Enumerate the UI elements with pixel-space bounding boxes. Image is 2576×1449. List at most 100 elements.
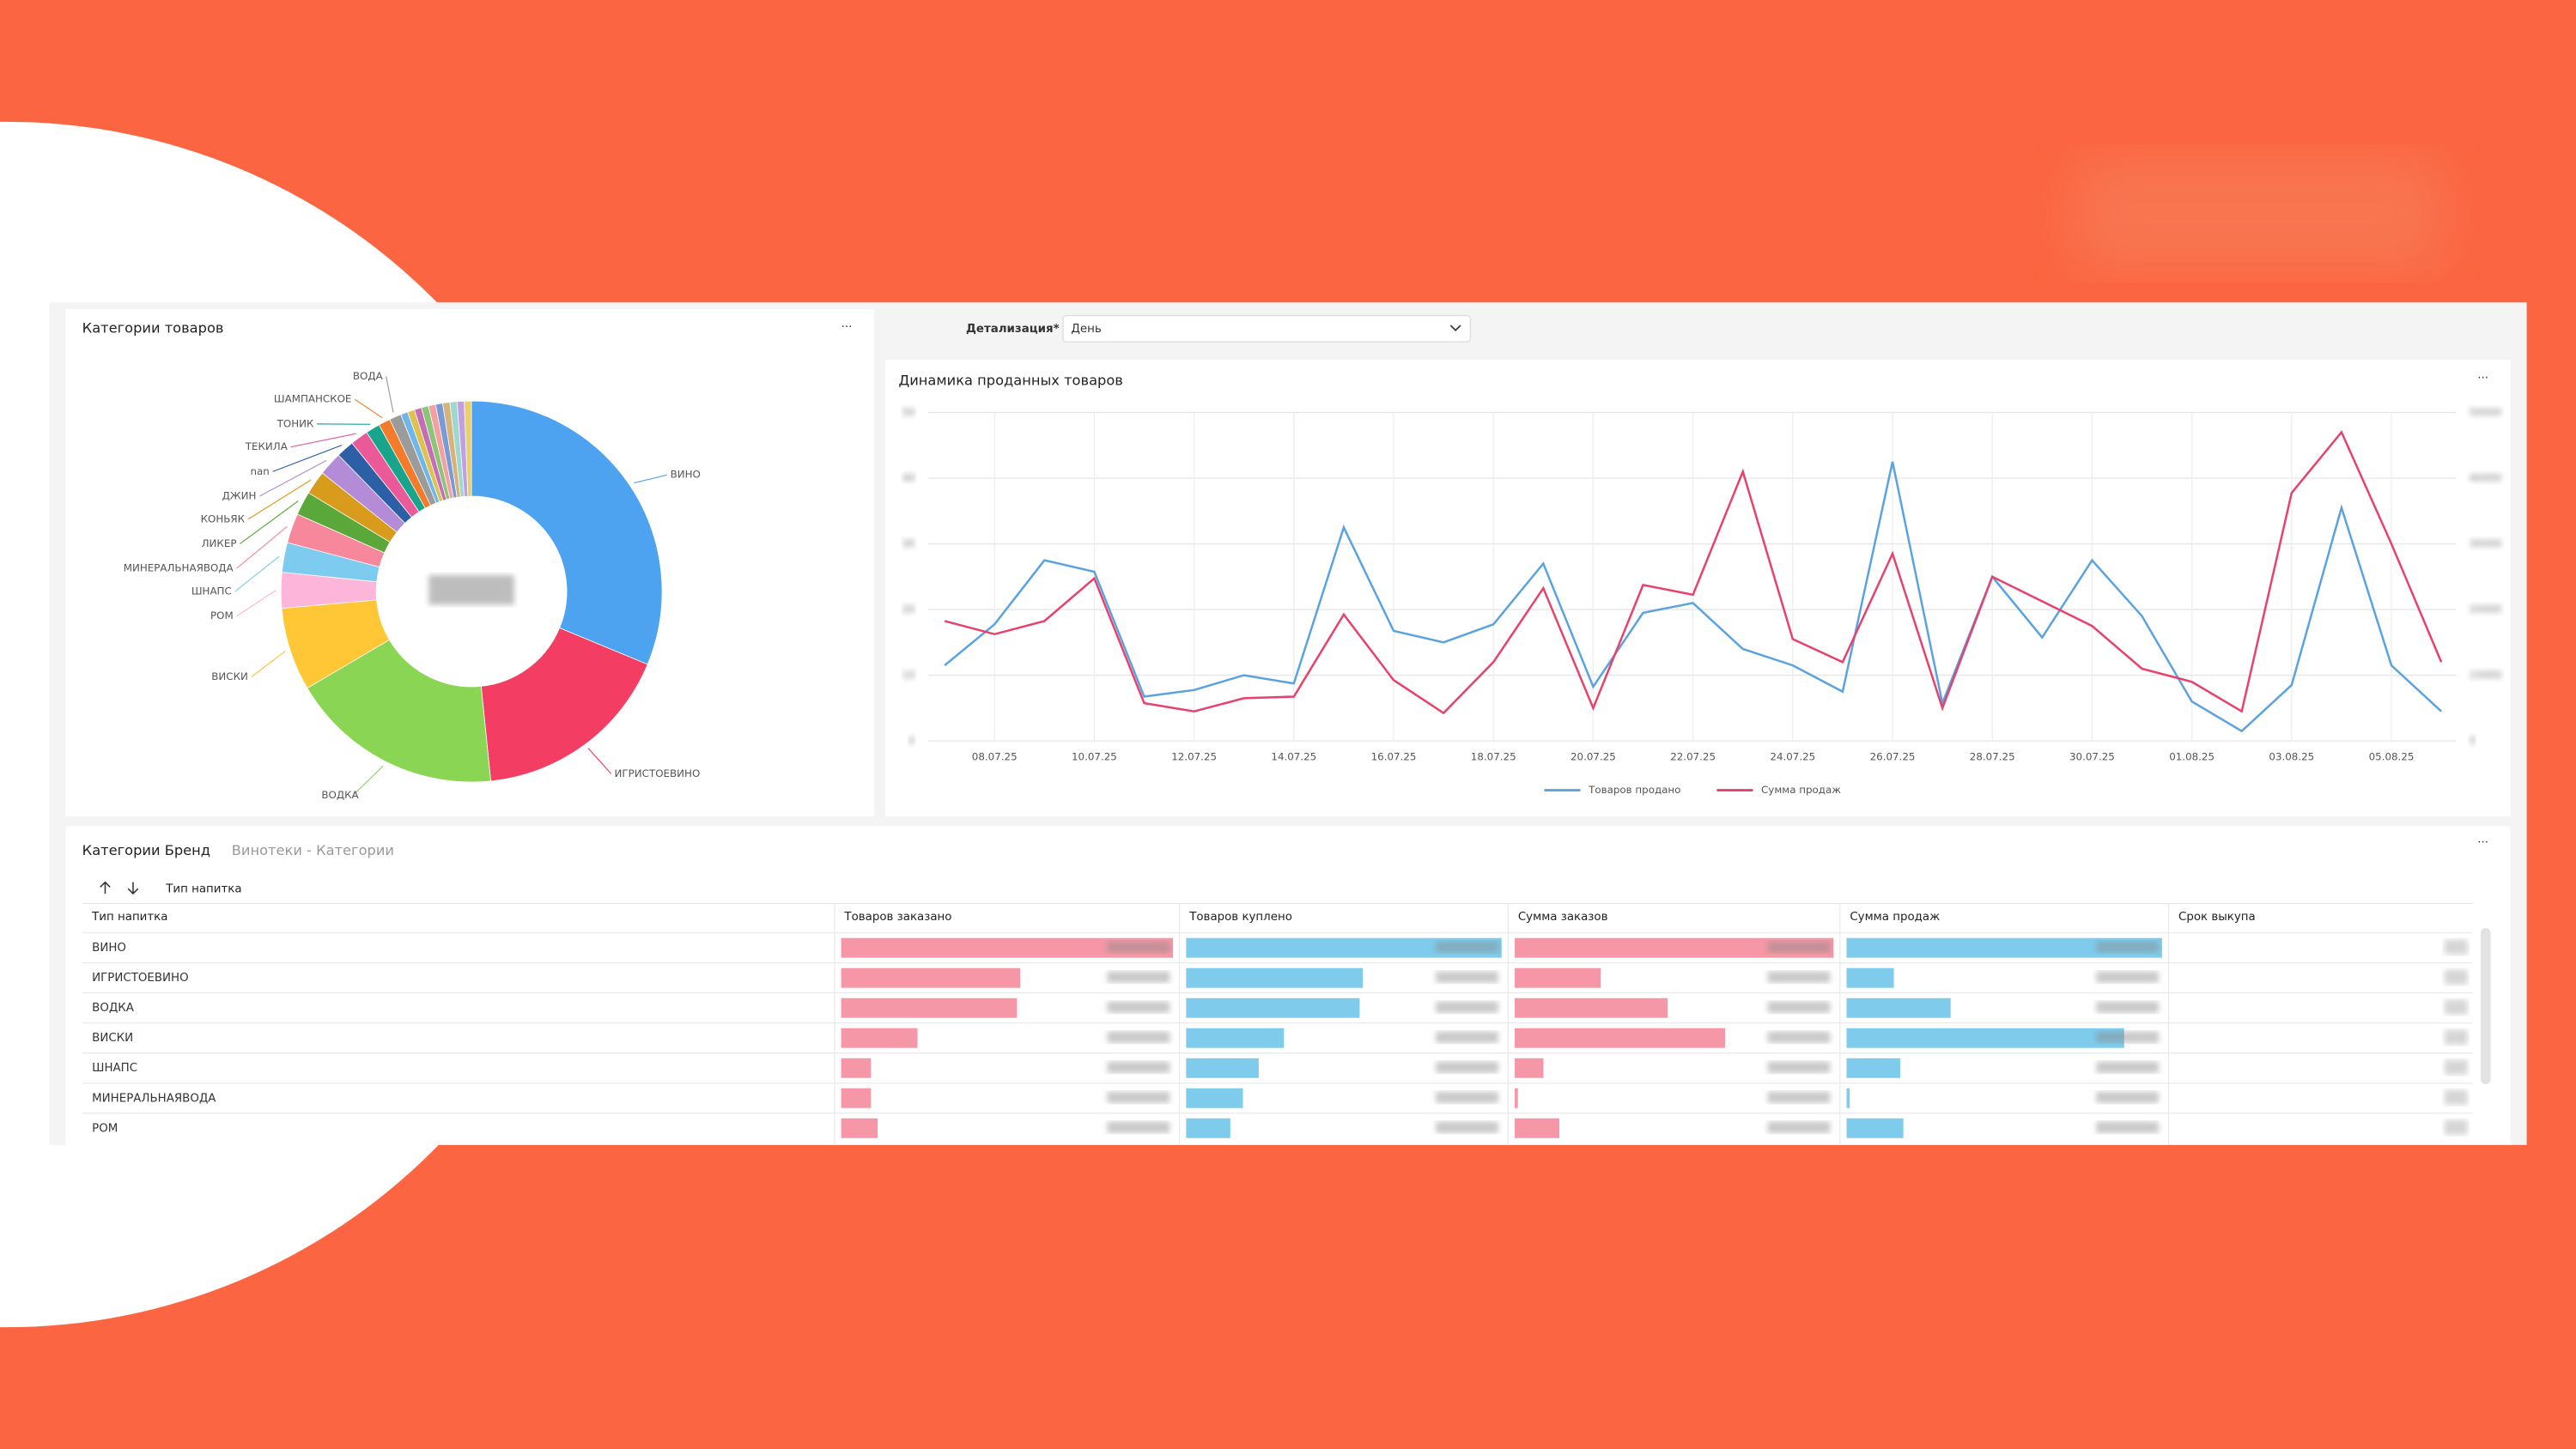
- leader-line: [386, 376, 394, 413]
- pie-label: nan: [250, 465, 269, 477]
- blurred-number: [1107, 1061, 1170, 1073]
- y-tick-label: 0: [908, 735, 915, 747]
- sort-icons[interactable]: [100, 881, 139, 895]
- table-bar: [1846, 937, 2162, 958]
- pie-label: ВОДА: [353, 370, 384, 382]
- leader-line: [239, 500, 299, 545]
- table-bar: [841, 1118, 878, 1138]
- pie-label: ВИНО: [671, 469, 701, 481]
- blurred-number: [2096, 1091, 2160, 1104]
- menu-icon[interactable]: ···: [2477, 372, 2488, 385]
- row-label: ШНАПС: [92, 1062, 137, 1075]
- table-bar: [1186, 1028, 1285, 1048]
- row-label: ВИНО: [92, 942, 126, 955]
- table-bar: [1515, 1088, 1518, 1108]
- column-header: Тип напитка: [91, 911, 167, 924]
- y2-tick-label: 30000: [2470, 537, 2502, 549]
- row-label: ВОДКА: [92, 1002, 135, 1015]
- x-tick-label: 16.07.25: [1371, 751, 1417, 763]
- menu-icon[interactable]: ···: [841, 321, 853, 334]
- table-bar: [1186, 1118, 1230, 1138]
- y2-tick-label: 10000: [2470, 669, 2502, 681]
- blurred-number: [1107, 941, 1170, 953]
- leader-line: [236, 590, 276, 617]
- y2-tick-label: 40000: [2470, 472, 2502, 484]
- table-tab[interactable]: Винотеки - Категории: [232, 842, 394, 858]
- table-bar: [841, 1058, 872, 1078]
- blurred-number: [2444, 1059, 2468, 1075]
- table-bar: [1186, 937, 1502, 958]
- pie-label: ШАМПАНСКОЕ: [274, 393, 352, 405]
- legend-label: Товаров продано: [1588, 784, 1680, 796]
- pie-label: ВОДКА: [321, 789, 359, 801]
- x-tick-label: 28.07.25: [1970, 751, 2015, 763]
- y2-tick-label: 50000: [2470, 406, 2502, 418]
- pie-slice: [471, 400, 663, 665]
- x-tick-label: 14.07.25: [1271, 751, 1316, 763]
- series-line: [944, 430, 2443, 715]
- pie-label: ДЖИН: [222, 490, 257, 502]
- filter-value[interactable]: День: [1071, 323, 1101, 336]
- y-tick-label: 40: [902, 472, 915, 484]
- blurred-number: [2096, 1061, 2160, 1073]
- pie-label: РОМ: [210, 609, 234, 621]
- x-tick-label: 22.07.25: [1670, 751, 1716, 763]
- blurred-number: [1767, 1121, 1831, 1134]
- x-tick-label: 18.07.25: [1471, 751, 1516, 763]
- menu-icon[interactable]: ···: [2477, 837, 2488, 850]
- pie-slice: [307, 639, 491, 783]
- line-title: Динамика проданных товаров: [899, 373, 1123, 389]
- blurred-number: [1436, 941, 1498, 953]
- leader-line: [236, 525, 288, 569]
- blurred-number: [2096, 941, 2160, 953]
- column-header: Товаров заказано: [843, 911, 951, 924]
- blurred-number: [1436, 1091, 1498, 1104]
- table-bar: [1186, 997, 1360, 1018]
- blurred-number: [1107, 1121, 1170, 1134]
- row-label: ИГРИСТОЕВИНО: [92, 972, 188, 985]
- table-bar: [1186, 1058, 1259, 1078]
- leader-line: [234, 555, 280, 592]
- y-tick-label: 30: [902, 537, 915, 549]
- table-bar: [1515, 1028, 1726, 1048]
- table-bar: [841, 1028, 918, 1048]
- table-bar: [1515, 937, 1834, 958]
- y-tick-label: 10: [902, 669, 915, 681]
- chevron-icon: [1449, 324, 1461, 332]
- x-tick-label: 10.07.25: [1072, 751, 1117, 763]
- blurred-number: [1436, 1061, 1498, 1073]
- pie-label: ЛИКЕР: [202, 537, 237, 549]
- series-line: [944, 461, 2442, 733]
- blurred-number: [2444, 939, 2468, 955]
- x-tick-label: 05.08.25: [2369, 751, 2415, 763]
- x-tick-label: 01.08.25: [2169, 751, 2215, 763]
- scrollbar[interactable]: [2481, 928, 2491, 1085]
- table-tab[interactable]: Категории Бренд: [82, 842, 210, 858]
- table-bar: [1846, 997, 1951, 1018]
- pie-label: КОНЬЯК: [201, 512, 246, 524]
- pie-label: ВИСКИ: [211, 670, 248, 682]
- blurred-number: [1436, 1121, 1498, 1134]
- legend-label: Сумма продаж: [1761, 784, 1841, 796]
- blurred-number: [2444, 1119, 2468, 1135]
- blurred-number: [2096, 971, 2160, 983]
- blurred-number: [2444, 1029, 2468, 1045]
- blurred-number: [1107, 1031, 1170, 1043]
- blurred-number: [2096, 1031, 2160, 1043]
- column-header: Товаров куплено: [1188, 911, 1292, 924]
- filter-select[interactable]: [1062, 314, 1472, 343]
- leader-line: [272, 445, 343, 472]
- blurred-number: [1107, 971, 1170, 983]
- table-bar: [1846, 1088, 1850, 1108]
- blurred-total: [428, 574, 514, 605]
- blurred-number: [1767, 1001, 1831, 1013]
- table-bar: [1186, 1088, 1243, 1108]
- row-label: МИНЕРАЛЬНАЯВОДА: [92, 1092, 216, 1105]
- pie-slice: [464, 400, 472, 497]
- x-tick-label: 24.07.25: [1770, 751, 1815, 763]
- leader-line: [354, 398, 383, 419]
- blurred-number: [2444, 969, 2468, 985]
- blurred-number: [1767, 1061, 1831, 1073]
